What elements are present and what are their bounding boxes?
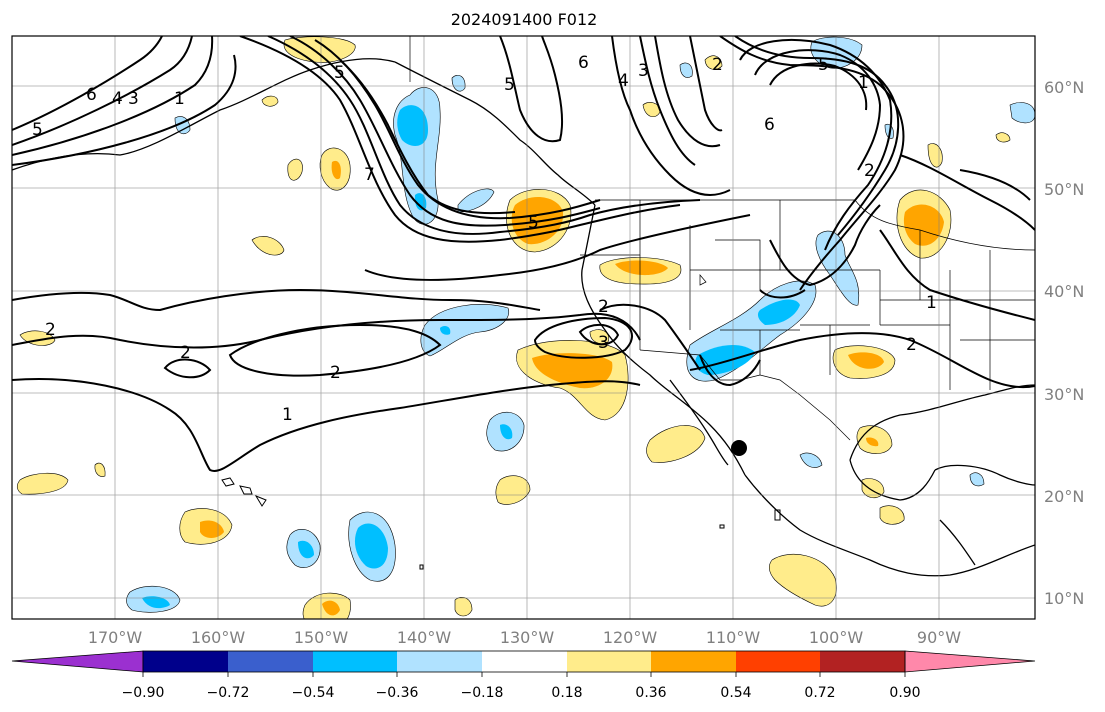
colorbar-segment [143,651,228,672]
colorbar-segment [313,651,397,672]
lat-tick-label: 50°N [1044,180,1084,199]
lon-tick-label: 120°W [603,628,658,647]
contour-label: 5 [32,120,43,140]
location-marker [731,440,747,456]
contour-labels: 6 4 3 1 5 5 6 4 3 5 6 1 2 7 5 2 2 2 3 1 … [32,53,937,425]
colorbar-segment [567,651,651,672]
lat-tick-label: 60°N [1044,78,1084,97]
islands [221,477,781,570]
contour-label: 6 [578,53,589,73]
contour-label: 6 [86,85,97,105]
lon-tick-label: 90°W [917,628,961,647]
colorbar-tick-label: −0.18 [461,685,504,701]
colorbar-tick-label: 0.54 [720,685,751,701]
lon-tick-label: 140°W [397,628,452,647]
lat-tick-label: 20°N [1044,487,1084,506]
lon-tick-label: 160°W [191,628,246,647]
contour-label: 5 [334,63,345,83]
contour-label: 5 [818,55,829,75]
contour-label: 3 [598,333,609,353]
coastlines [12,58,1035,577]
colorbar-tick-label: −0.54 [292,685,335,701]
lon-tick-label: 110°W [706,628,761,647]
contour-label: 2 [712,55,723,75]
colorbar-tick-label: −0.72 [207,685,250,701]
latitude-labels: 10°N 20°N 30°N 40°N 50°N 60°N [1044,78,1084,608]
colorbar: −0.90 −0.72 −0.54 −0.36 −0.18 0.18 0.36 … [11,650,1036,701]
colorbar-segment [228,651,313,672]
contour-label: 1 [282,405,293,425]
contour-label: 7 [364,165,375,185]
colorbar-segment [397,651,482,672]
colorbar-under-triangle [11,650,144,673]
map-background [12,36,1035,619]
contour-lines [12,36,1035,472]
colorbar-segment [820,651,905,672]
map-title: 2024091400 F012 [450,10,598,29]
colorbar-segment [482,651,567,672]
contour-label: 3 [638,61,649,81]
colorbar-tick-label: 0.90 [889,685,920,701]
contour-label: 5 [528,213,539,233]
colorbar-tick-label: −0.36 [376,685,419,701]
lon-tick-label: 100°W [809,628,864,647]
colorbar-tick-label: −0.90 [122,685,165,701]
colorbar-over-triangle [904,650,1036,673]
colorbar-tick-label: 0.36 [635,685,666,701]
lat-tick-label: 30°N [1044,385,1084,404]
contour-label: 2 [330,363,341,383]
lon-tick-label: 150°W [294,628,349,647]
contour-label: 1 [858,73,869,93]
contour-label: 4 [618,71,629,91]
contour-label: 3 [128,89,139,109]
negative-anomaly-shading [126,36,1035,613]
contour-label: 2 [180,343,191,363]
contour-label: 6 [764,115,775,135]
contour-label: 2 [906,335,917,355]
map-frame [11,35,1036,620]
lat-tick-label: 40°N [1044,282,1084,301]
contour-label: 2 [864,161,875,181]
lon-tick-label: 170°W [88,628,143,647]
gridlines [12,36,1035,619]
colorbar-tick-label: 0.18 [551,685,582,701]
longitude-labels: 170°W 160°W 150°W 140°W 130°W 120°W 110°… [88,628,961,647]
contour-label: 4 [112,89,123,109]
contour-label: 2 [598,297,609,317]
lat-tick-label: 10°N [1044,589,1084,608]
colorbar-segment [736,651,820,672]
contour-label: 5 [504,75,515,95]
lon-tick-label: 130°W [500,628,555,647]
contour-label: 2 [45,320,56,340]
contour-label: 1 [926,293,937,313]
colorbar-segment [651,651,736,672]
colorbar-tick-label: 0.72 [804,685,835,701]
political-borders [409,36,1035,441]
contour-label: 1 [174,89,185,109]
